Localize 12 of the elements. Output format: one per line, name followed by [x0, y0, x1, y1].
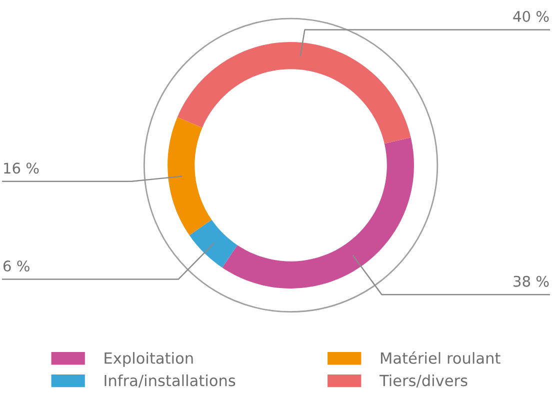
donut-slice	[189, 220, 238, 268]
data-label: 40 %	[513, 10, 549, 22]
legend-label: Exploitation	[104, 352, 193, 367]
legend-label: Matériel roulant	[381, 351, 500, 364]
legend-label: Infra/installations	[104, 374, 236, 388]
donut-slice	[168, 117, 212, 236]
donut-slice	[177, 42, 411, 144]
data-label: 16 %	[4, 162, 39, 174]
legend-label: Tiers/divers	[379, 374, 468, 388]
data-label: 6 %	[3, 260, 30, 272]
donut-slice	[222, 138, 414, 288]
data-label: 38 %	[514, 276, 549, 287]
